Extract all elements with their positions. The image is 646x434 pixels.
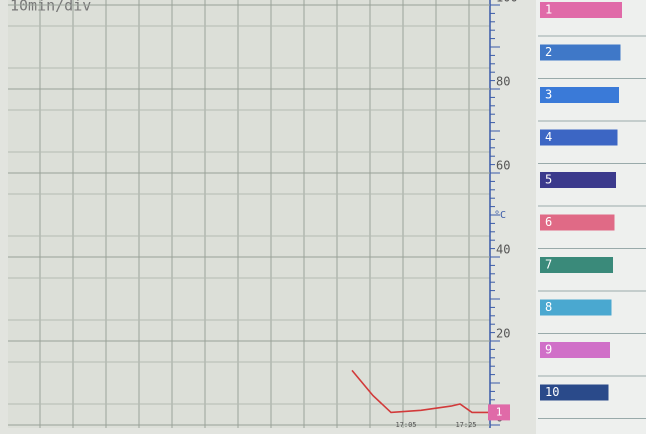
- channel-label: 5: [545, 173, 552, 187]
- channel-bar: [540, 342, 610, 358]
- channel-bar: [540, 384, 609, 401]
- y-axis-unit: °C: [494, 210, 506, 221]
- channel-label: 1: [545, 3, 552, 17]
- channel-label: 3: [545, 88, 552, 102]
- channel-bar: [540, 44, 621, 61]
- channel-bar: [540, 257, 613, 273]
- vertical-grid: [39, 0, 470, 428]
- series-name: 1: [496, 405, 503, 418]
- y-tick-label: 20: [496, 327, 510, 341]
- channel-label: 10: [545, 385, 559, 399]
- channel-label: 2: [545, 45, 552, 59]
- channel-label: 9: [545, 343, 552, 357]
- time-scale: 10min/div: [10, 0, 91, 15]
- channel-bar: [540, 2, 622, 18]
- y-tick-label: 80: [496, 75, 510, 89]
- plot-area: [8, 0, 490, 428]
- channel-label: 8: [545, 300, 552, 314]
- channel-label: 6: [545, 215, 552, 229]
- current-value-marker: [488, 404, 510, 421]
- x-tick-label: 17:05: [395, 421, 416, 429]
- channel-label: 4: [545, 130, 552, 144]
- y-tick-label: 100: [496, 0, 518, 5]
- channel-bar: [540, 172, 616, 188]
- channel-bar: [540, 129, 618, 146]
- data-line: [351, 369, 490, 414]
- channel-bar: [540, 87, 619, 103]
- y-tick-label: 60: [496, 159, 510, 173]
- y-tick-label: 40: [496, 243, 510, 257]
- channel-bar: [540, 299, 612, 316]
- channel-bar: [540, 214, 615, 231]
- x-tick-label: 17:25: [455, 421, 476, 429]
- channel-label: 7: [545, 258, 552, 272]
